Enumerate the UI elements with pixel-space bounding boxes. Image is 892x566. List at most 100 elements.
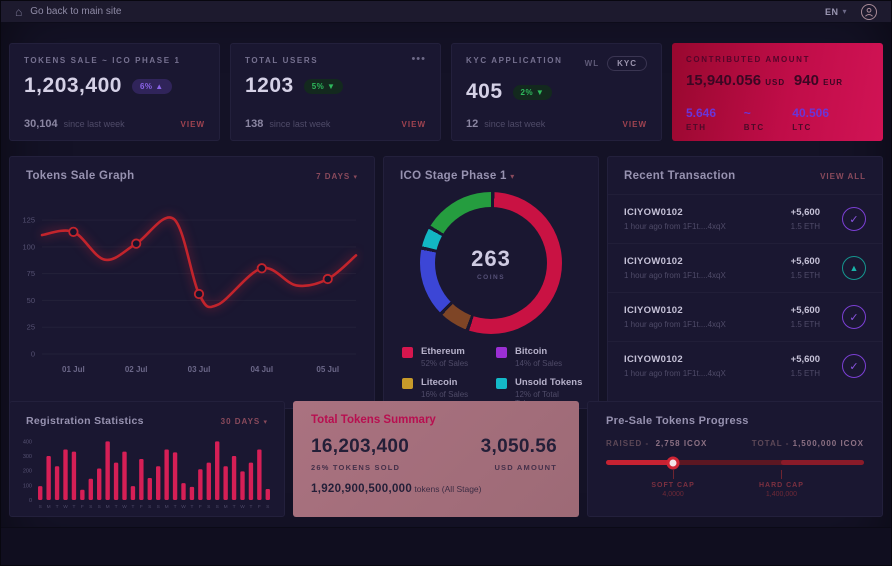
total-users-value: 1203 [245,74,294,97]
chevron-down-icon[interactable]: ▾ [510,172,515,181]
chevron-down-icon: ▾ [263,418,268,426]
stat-cards-row: TOKENS SALE ~ ICO PHASE 1 1,203,400 6% ▲… [9,43,883,141]
tokens-sale-value: 1,203,400 [24,74,122,97]
transaction-row[interactable]: ICIYOW0102 1 hour ago from 1F1t....4xqX +… [608,243,882,292]
chevron-down-icon: ▾ [842,7,847,16]
card-title: TOTAL USERS [245,56,319,65]
svg-text:M: M [224,504,228,510]
panel-total-tokens-summary: Total Tokens Summary 16,203,400 26% TOKE… [293,401,579,517]
svg-text:W: W [240,504,245,510]
tokens-sold-value: 16,203,400 [311,436,410,457]
panel-recent-transaction: Recent Transaction VIEW ALL ICIYOW0102 1 … [607,156,883,409]
wl-toggle[interactable]: WL [584,59,600,68]
range-dropdown[interactable]: 30 DAYS ▾ [220,416,268,426]
user-avatar[interactable] [861,3,877,20]
transaction-row[interactable]: ICIYOW0102 1 hour ago from 1F1t....4xqX +… [608,292,882,341]
topbar: ⌂ Go back to main site EN ▾ [1,1,891,23]
svg-text:400: 400 [23,439,32,445]
card-title: KYC APPLICATION [466,56,563,65]
svg-text:T: T [131,504,134,510]
tokens-sale-badge: 6% ▲ [131,78,172,94]
svg-text:S: S [89,504,92,510]
svg-text:50: 50 [27,296,35,305]
check-icon: ✓ [842,354,866,378]
kyc-value: 405 [466,80,503,103]
legend-swatch [496,347,507,358]
legend-swatch [496,378,507,389]
all-stage-tokens: 1,920,900,500,000 tokens (All Stage) [311,483,482,495]
card-contributed-amount: CONTRIBUTED AMOUNT 15,940.056 USD 940 EU… [672,43,883,141]
usd-amount-value: 3,050.56 [480,436,557,457]
soft-cap-label: SOFT CAP 4,0000 [651,482,695,498]
svg-text:T: T [56,504,59,510]
slider-handle[interactable] [666,456,680,469]
more-menu-icon[interactable]: ••• [411,53,426,65]
view-all-link[interactable]: VIEW ALL [820,171,866,181]
card-tokens-sale: TOKENS SALE ~ ICO PHASE 1 1,203,400 6% ▲… [9,43,220,141]
delta-value: 30,104 [24,118,58,130]
svg-text:0: 0 [31,350,35,359]
bottom-strip [1,527,891,565]
language-selector[interactable]: EN ▾ [825,7,847,17]
delta-value: 138 [245,118,264,130]
svg-text:04 Jul: 04 Jul [250,365,273,374]
tokens-sale-line-chart: 0 25 50 75 100 125 01 Jul 02 Jul 03 Jul 04 Jul 05 … [22,216,358,374]
legend-item: Ethereum 52% of Sales [402,346,490,368]
panel-ico-stage: ICO Stage Phase 1 ▾ 263 COINS Ethereum 52… [383,156,599,409]
svg-text:75: 75 [27,269,35,278]
legend-item: Bitcoin 14% of Sales [496,346,584,368]
soft-cap-tick [673,470,675,479]
usd-amount: 15,940.056 USD [686,72,786,89]
coin-amount: 40.506 LTC [792,106,829,132]
svg-text:S: S [39,504,42,510]
svg-text:T: T [174,504,177,510]
coin-amount: ~ BTC [743,106,765,132]
svg-text:300: 300 [23,454,32,460]
ico-stage-donut-chart: 263 COINS [420,192,562,334]
legend-item: Litecoin 16% of Sales [402,377,490,408]
card-title: TOKENS SALE ~ ICO PHASE 1 [24,56,181,65]
svg-text:125: 125 [22,216,35,225]
delta-label: since last week [63,119,125,129]
svg-text:M: M [47,504,51,510]
svg-text:S: S [98,504,101,510]
svg-text:F: F [81,504,84,510]
svg-text:T: T [115,504,118,510]
svg-text:02 Jul: 02 Jul [125,365,148,374]
delta-value: 12 [466,118,479,130]
chevron-down-icon: ▾ [353,173,358,181]
person-icon [865,7,873,17]
coin-amounts: 5.646 ETH ~ BTC 40.506 LTC [686,106,869,132]
svg-text:05 Jul: 05 Jul [316,365,339,374]
legend-swatch [402,378,413,389]
svg-text:F: F [258,504,261,510]
svg-text:S: S [266,504,269,510]
delta-label: since last week [484,119,546,129]
view-link[interactable]: VIEW [401,120,426,129]
delta-label: since last week [269,119,331,129]
bottom-row: Registration Statistics 30 DAYS ▾ 400 300… [9,401,883,517]
kyc-toggle[interactable]: KYC [607,56,647,71]
svg-text:S: S [157,504,160,510]
language-label: EN [824,6,839,17]
view-link[interactable]: VIEW [180,120,205,129]
transaction-row[interactable]: ICIYOW0102 1 hour ago from 1F1t....4xqX +… [608,341,882,390]
legend-swatch [402,347,413,358]
svg-text:25: 25 [27,323,35,332]
donut-center-value: 263 [471,245,511,271]
back-to-main-site-link[interactable]: ⌂ Go back to main site [15,5,121,19]
usd-amount-label: USD AMOUNT [494,463,557,472]
svg-text:T: T [233,504,236,510]
range-dropdown[interactable]: 7 DAYS ▾ [316,171,358,181]
tokens-sold-label: 26% TOKENS SOLD [311,463,401,472]
presale-progress-slider: SOFT CAP 4,0000 HARD CAP 1,400,000 [606,456,864,498]
total-users-badge: 5% ▼ [303,78,344,94]
transaction-row[interactable]: ICIYOW0102 1 hour ago from 1F1t....4xqX +… [608,194,882,243]
hard-cap-label: HARD CAP 1,400,000 [758,482,804,498]
card-total-users: TOTAL USERS ••• 1203 5% ▼ 138 since last… [230,43,441,141]
svg-text:T: T [190,504,193,510]
view-link[interactable]: VIEW [622,120,647,129]
svg-text:S: S [207,504,210,510]
svg-text:W: W [181,504,186,510]
